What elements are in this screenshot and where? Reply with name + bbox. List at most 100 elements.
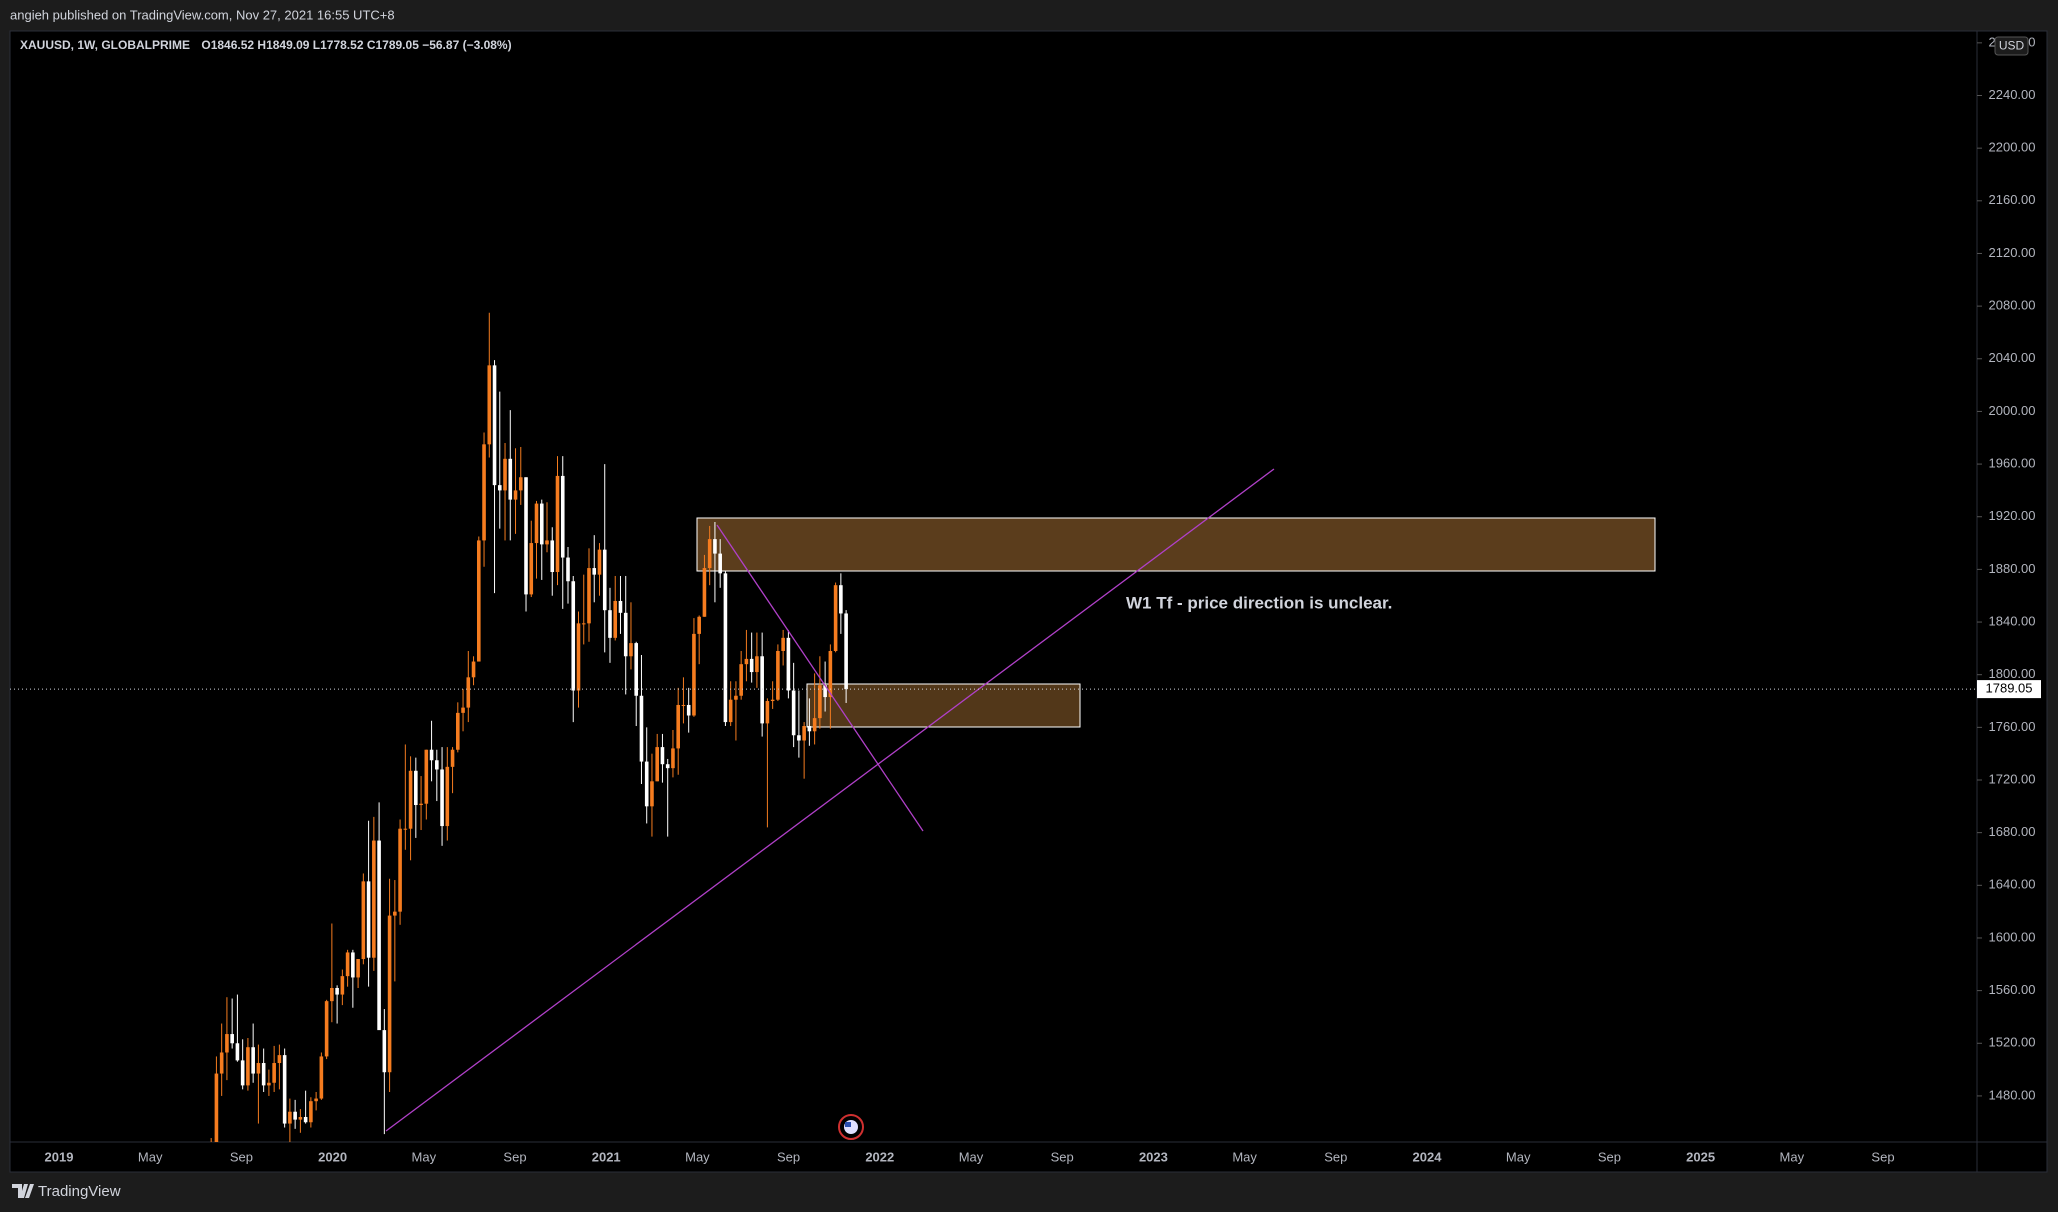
candle-body (807, 726, 812, 732)
candle-body (377, 840, 381, 1031)
x-tick-label: Sep (503, 1149, 526, 1164)
candle-body (560, 475, 565, 558)
x-tick-label: May (412, 1149, 437, 1164)
candle-body (293, 1111, 297, 1120)
annotation: W1 Tf - price direction is unclear. (1126, 593, 1392, 612)
candle-body (723, 573, 728, 723)
candle-body (282, 1055, 287, 1124)
y-tick-label: 1840.00 (1989, 613, 2036, 628)
candle-body (818, 685, 822, 719)
candle-body (246, 1047, 250, 1086)
candle-body (214, 1073, 219, 1142)
x-tick-label: Sep (230, 1149, 253, 1164)
candle-body (623, 612, 628, 657)
y-tick-label: 1560.00 (1989, 982, 2036, 997)
candle-body (487, 365, 492, 445)
ohlc-values: O1846.52 H1849.09 L1778.52 C1789.05 −56.… (201, 38, 511, 52)
y-tick-label: 1640.00 (1989, 877, 2036, 892)
last-price-box (1977, 680, 2041, 699)
candle-body (518, 477, 523, 491)
candle-body (408, 770, 413, 829)
candle-body (335, 987, 339, 995)
candle-body (781, 637, 785, 652)
candle-body (450, 749, 455, 767)
candle-body (503, 458, 507, 491)
trend-line (385, 468, 1275, 1132)
y-tick-label: 2080.00 (1989, 298, 2036, 313)
candle-body (288, 1111, 292, 1124)
candle-body (744, 658, 749, 665)
candle-body (718, 553, 722, 574)
candle-body (613, 600, 618, 638)
y-tick-label: 2000.00 (1989, 403, 2036, 418)
candle-body (324, 1001, 329, 1057)
x-tick-label: Sep (777, 1149, 800, 1164)
candle-body (639, 695, 644, 762)
candle-body (765, 701, 770, 724)
demand-zone (806, 683, 1081, 728)
candle-body (760, 656, 764, 724)
candle-body (702, 568, 707, 617)
candle-body (414, 770, 418, 806)
y-tick-label: 2040.00 (1989, 350, 2036, 365)
candle-body (440, 769, 444, 827)
candle-body (833, 585, 838, 652)
candle-body (319, 1056, 324, 1099)
candle-body (828, 651, 833, 698)
candle-body (230, 1034, 234, 1044)
candle-body (629, 643, 633, 657)
candle-body (791, 690, 796, 736)
y-tick-label: 1800.00 (1989, 666, 2036, 681)
candle-body (692, 633, 696, 716)
y-tick-label: 1760.00 (1989, 719, 2036, 734)
candle-body (776, 651, 780, 700)
candle-body (707, 539, 712, 569)
candle-body (387, 915, 392, 1073)
candle-body (382, 1030, 387, 1073)
candle-body (802, 726, 806, 741)
candle-body (812, 718, 817, 732)
candle-body (461, 707, 465, 713)
candle-body (676, 704, 680, 749)
candle-body (445, 766, 450, 827)
candle-body (497, 485, 502, 491)
x-tick-label: 2025 (1686, 1149, 1715, 1164)
candle-body (576, 623, 581, 691)
candle-body (597, 549, 602, 575)
candle-body (581, 623, 586, 625)
x-tick-label: May (959, 1149, 984, 1164)
candle-body (545, 540, 549, 545)
candle-body (424, 749, 429, 804)
x-tick-label: 2023 (1139, 1149, 1168, 1164)
candle-body (314, 1098, 318, 1102)
candle-body (435, 760, 439, 770)
candle-body (734, 695, 738, 700)
candle-body (361, 881, 366, 960)
candle-body (566, 557, 570, 582)
x-tick-label: Sep (1324, 1149, 1347, 1164)
y-tick-label: 1720.00 (1989, 771, 2036, 786)
candle-body (686, 704, 691, 716)
x-tick-label: Sep (1051, 1149, 1074, 1164)
x-tick-label: 2020 (318, 1149, 347, 1164)
candle-body (508, 458, 513, 500)
candle-body (356, 959, 360, 978)
candle-body (366, 881, 371, 958)
y-tick-label: 1520.00 (1989, 1035, 2036, 1050)
candle-body (749, 658, 754, 673)
candle-body (309, 1101, 313, 1123)
candle-body (739, 664, 743, 696)
x-tick-label: 2021 (592, 1149, 621, 1164)
y-tick-label: 1920.00 (1989, 508, 2036, 523)
candle-body (267, 1082, 271, 1086)
candle-body (298, 1116, 303, 1120)
x-tick-label: 2024 (1413, 1149, 1443, 1164)
candle-body (644, 761, 649, 807)
candle-body (372, 840, 376, 958)
candle-body (398, 828, 402, 912)
x-tick-label: 2019 (45, 1149, 74, 1164)
candle-body (571, 581, 576, 691)
candle-body (755, 656, 759, 673)
drawings (10, 468, 1977, 1132)
